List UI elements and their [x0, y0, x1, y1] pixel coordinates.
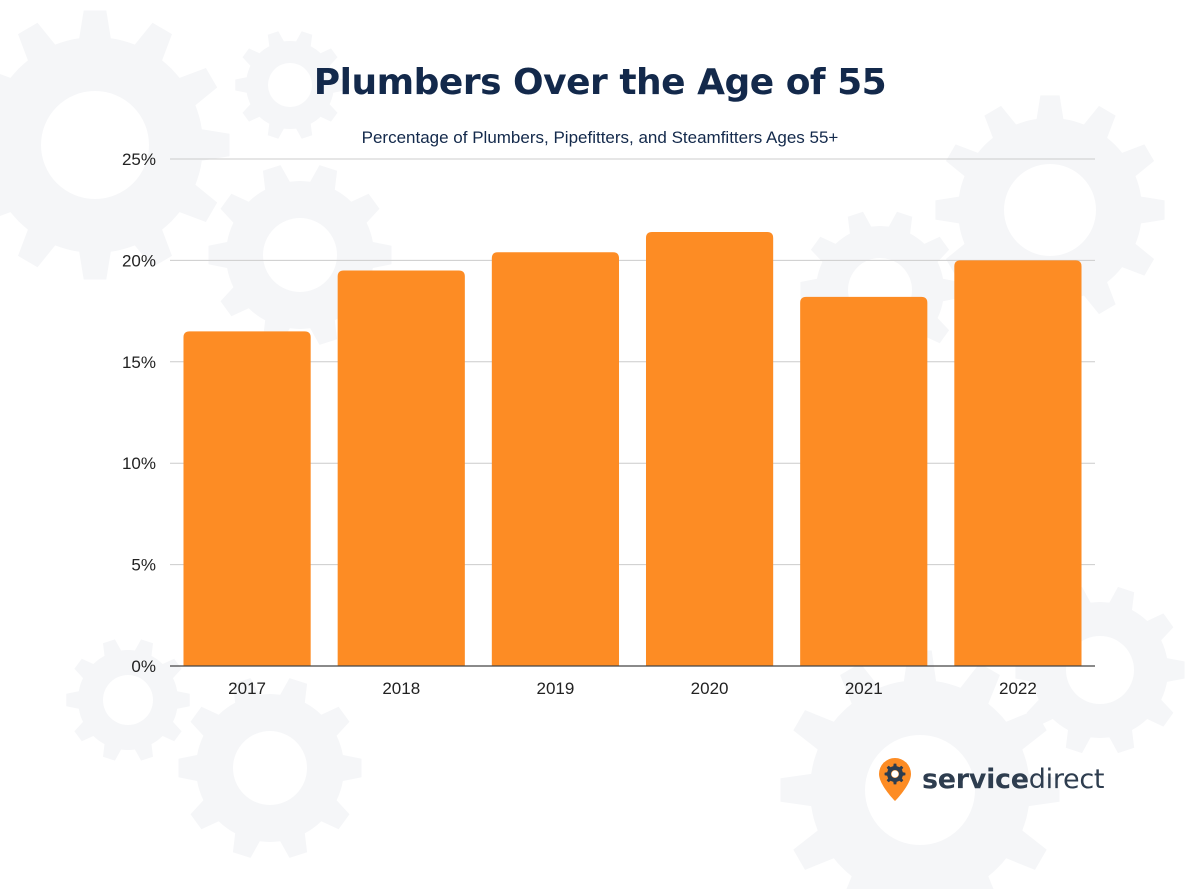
- x-tick-label: 2022: [999, 679, 1037, 698]
- gear-icon: [780, 650, 1060, 889]
- y-tick-label: 10%: [122, 454, 156, 473]
- bar-2022: [954, 260, 1082, 666]
- bar-2019: [491, 252, 620, 666]
- bar-2017: [183, 331, 311, 666]
- y-tick-label: 20%: [122, 251, 156, 270]
- gear-location-pin-icon: [879, 758, 911, 801]
- chart-title: Plumbers Over the Age of 55: [313, 62, 887, 103]
- gear-icon: [235, 31, 345, 139]
- brand-name: servicedirect: [922, 766, 1104, 793]
- y-tick-label: 25%: [122, 150, 156, 169]
- logo-gear-icon: [884, 763, 906, 785]
- gear-icon: [0, 10, 230, 280]
- service-direct-logo: servicedirect: [876, 756, 1104, 802]
- brand-name-light: direct: [1028, 763, 1105, 795]
- x-tick-label: 2019: [537, 679, 575, 698]
- gear-icon: [66, 639, 190, 761]
- y-tick-label: 5%: [131, 556, 156, 575]
- bar-2021: [800, 296, 928, 666]
- brand-name-bold: service: [922, 763, 1029, 795]
- x-tick-label: 2021: [845, 679, 883, 698]
- x-tick-label: 2018: [382, 679, 420, 698]
- bar-2018: [337, 270, 465, 666]
- x-tick-label: 2017: [228, 679, 266, 698]
- y-tick-label: 15%: [122, 353, 156, 372]
- y-tick-label: 0%: [131, 657, 156, 676]
- bar-2020: [645, 232, 774, 666]
- x-tick-label: 2020: [691, 679, 729, 698]
- chart-subtitle: Percentage of Plumbers, Pipefitters, and…: [361, 128, 839, 147]
- gear-icon: [178, 678, 362, 858]
